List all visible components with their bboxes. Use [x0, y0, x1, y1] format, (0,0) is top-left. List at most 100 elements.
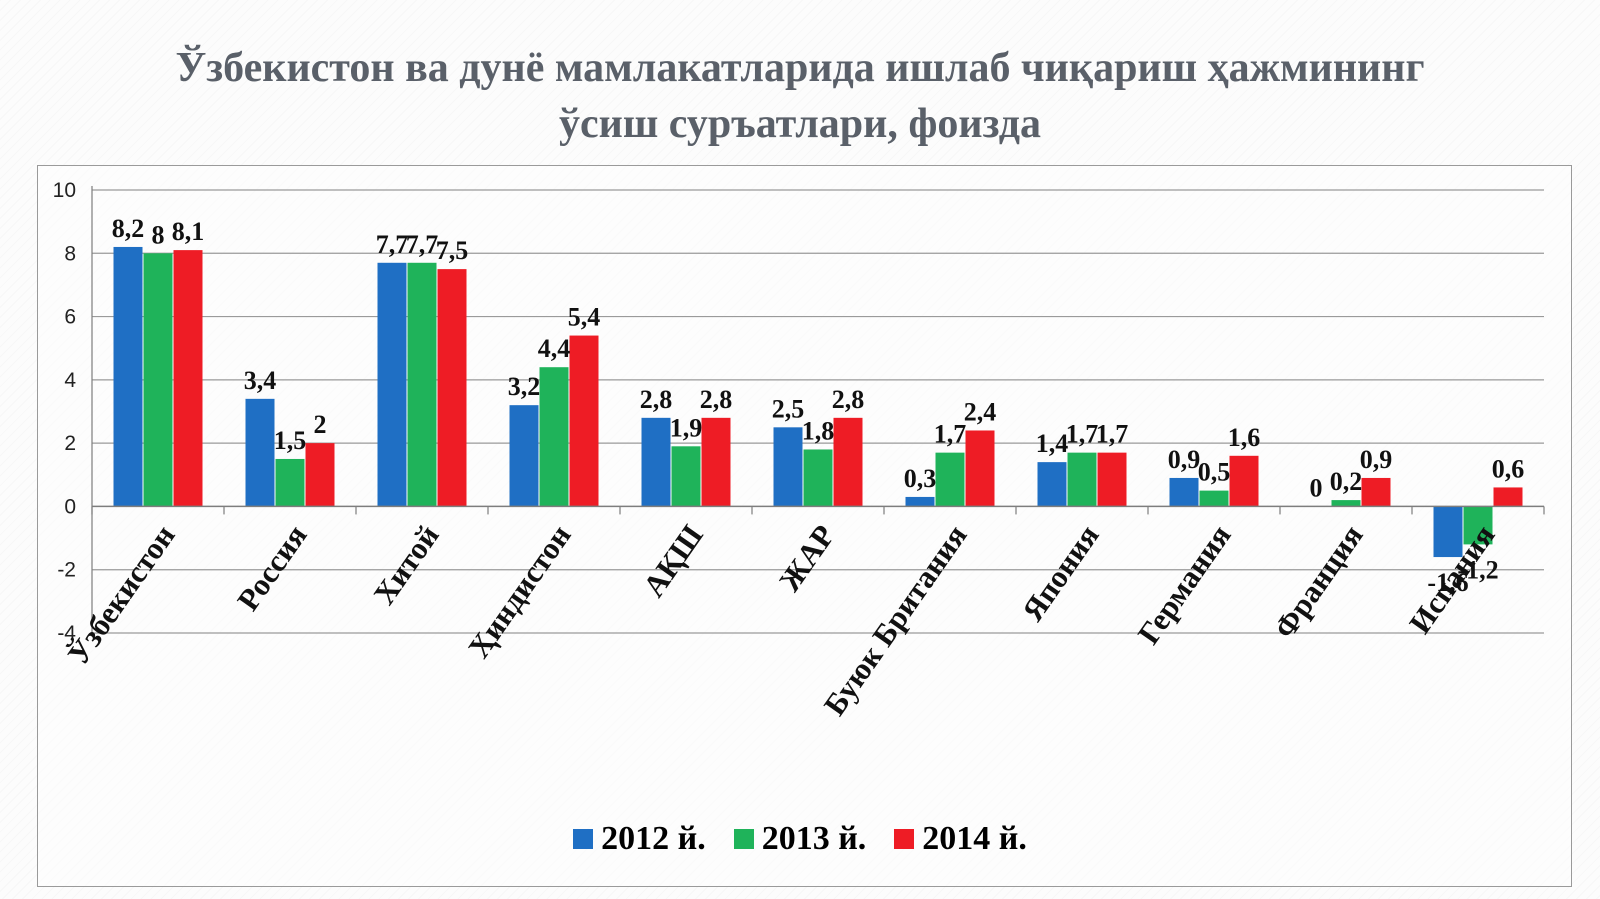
- category-label: Россия: [230, 518, 314, 617]
- data-label: 0,6: [1492, 454, 1525, 483]
- data-label: 0,9: [1168, 445, 1201, 474]
- data-label: -1,6: [1427, 568, 1468, 597]
- category-label: Буюк Британия: [817, 518, 974, 721]
- data-label: 8: [152, 220, 165, 249]
- data-label: 0,2: [1330, 467, 1363, 496]
- legend-swatch: [894, 829, 915, 849]
- y-tick-label: -2: [57, 559, 76, 582]
- data-label: 4,4: [538, 334, 571, 363]
- data-label: 1,6: [1228, 423, 1261, 452]
- data-label: 0,9: [1360, 445, 1393, 474]
- y-tick-label: -4: [57, 622, 76, 645]
- bar-3: [569, 335, 599, 507]
- bar-3: [437, 269, 467, 507]
- bar-1: [377, 262, 407, 507]
- category-label: Ҳиндистон: [461, 518, 578, 664]
- y-tick-label: 6: [64, 306, 76, 329]
- data-label: 2,5: [772, 394, 805, 423]
- data-label: 1,9: [670, 413, 703, 442]
- data-label: 3,4: [244, 366, 277, 395]
- bar-3: [305, 443, 335, 507]
- category-label: Ўзбекистон: [60, 518, 182, 671]
- bar-2: [275, 458, 305, 507]
- data-label: 5,4: [568, 303, 601, 332]
- data-label: 3,2: [508, 372, 541, 401]
- bar-1: [773, 427, 803, 507]
- data-label: 1,7: [1096, 420, 1129, 449]
- grid-lines: [92, 189, 1544, 634]
- bar-3: [173, 250, 203, 507]
- chart-title: Ўзбекистон ва дунё мамлакатларида ишлаб …: [0, 40, 1600, 152]
- bar-1: [1037, 462, 1067, 507]
- legend: 2012 й. 2013 й. 2014 й.: [0, 820, 1600, 858]
- data-label: -1,2: [1457, 555, 1498, 584]
- bar-2: [1067, 452, 1097, 507]
- bar-2: [143, 253, 173, 507]
- data-label: 0,5: [1198, 458, 1231, 487]
- bar-1: [905, 496, 935, 507]
- category-label: Хитой: [366, 518, 445, 611]
- bar-2: [1331, 500, 1361, 507]
- bar-3: [965, 430, 995, 507]
- data-label: 2: [314, 410, 327, 439]
- legend-item: 2014 й.: [894, 820, 1027, 858]
- y-tick-label: 0: [64, 495, 76, 518]
- data-label: 2,8: [700, 385, 733, 414]
- data-label: 0,3: [904, 464, 937, 493]
- y-tick-label: 4: [64, 369, 76, 392]
- data-label: 7,7: [406, 230, 439, 259]
- category-label: Япония: [1015, 518, 1106, 627]
- legend-swatch: [573, 829, 594, 849]
- data-label: 8,2: [112, 214, 145, 243]
- data-label: 7,7: [376, 230, 409, 259]
- bar-1: [1169, 477, 1199, 507]
- legend-item: 2013 й.: [733, 820, 867, 858]
- data-label: 1,8: [802, 416, 835, 445]
- bar-2: [935, 452, 965, 507]
- y-tick-label: 10: [53, 179, 76, 202]
- bar-3: [1361, 477, 1391, 507]
- bar-3: [1493, 487, 1523, 507]
- bar-3: [1229, 455, 1259, 507]
- data-label: 1,7: [934, 420, 967, 449]
- data-label: 2,8: [832, 385, 865, 414]
- axes: [91, 186, 1545, 633]
- bar-2: [407, 262, 437, 507]
- data-labels: 8,2 8 8,13,41,527,77,77,53,24,45,42,81,92,…: [112, 214, 1525, 597]
- y-tick-labels: 10 8 6 4 2 0 -2 -4: [53, 179, 77, 645]
- data-label: 1,4: [1036, 429, 1069, 458]
- category-labels: Ўзбекистон Россия Хитой Ҳиндистон АҚШ ЖАРБуюк…: [60, 518, 1501, 721]
- data-label: 2,8: [640, 385, 673, 414]
- category-label: ЖАР: [772, 518, 842, 597]
- chart-title-line-1: Ўзбекистон ва дунё мамлакатларида ишлаб …: [175, 45, 1425, 91]
- data-label: 1,5: [274, 426, 307, 455]
- bar-1: [245, 398, 275, 507]
- bar-2: [1463, 506, 1493, 545]
- bar-1: [509, 405, 539, 507]
- data-label: 7,5: [436, 236, 469, 265]
- bar-1: [1433, 506, 1463, 558]
- y-tick-label: 2: [64, 432, 76, 455]
- legend-label: 2013 й.: [761, 820, 867, 857]
- bar-2: [803, 449, 833, 507]
- y-tick-label: 8: [64, 242, 76, 265]
- data-label: 2,4: [964, 397, 997, 426]
- category-label: Франция: [1267, 518, 1370, 644]
- chart-title-line-2: ўсиш суръатлари, фоизда: [559, 101, 1041, 147]
- bar-3: [833, 417, 863, 507]
- bar-3: [1097, 452, 1127, 507]
- bar-2: [671, 446, 701, 507]
- bar-2: [539, 367, 569, 507]
- legend-label: 2014 й.: [922, 820, 1027, 857]
- bar-1: [113, 246, 143, 507]
- data-label: 0: [1310, 473, 1323, 502]
- legend-label: 2012 й.: [601, 820, 706, 857]
- bar-3: [701, 417, 731, 507]
- legend-swatch: [733, 829, 754, 849]
- legend-item: 2012 й.: [573, 820, 706, 858]
- bars: [113, 246, 1523, 558]
- category-label: АҚШ: [636, 518, 710, 603]
- bar-1: [641, 417, 671, 507]
- bar-2: [1199, 490, 1229, 507]
